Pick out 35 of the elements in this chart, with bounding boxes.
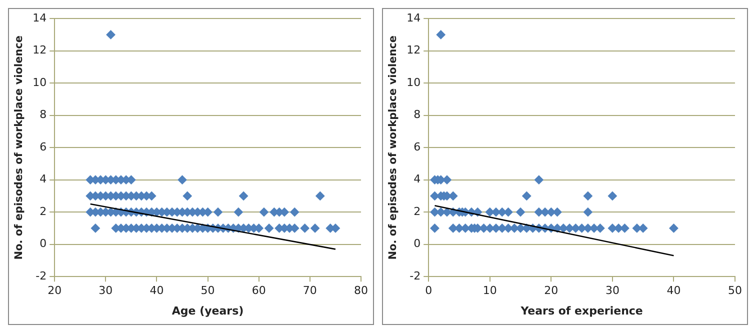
y-tick-label: 12	[406, 44, 421, 57]
x-tick-label: 10	[482, 284, 497, 298]
y-tick-label: 8	[414, 108, 421, 122]
y-tick-label: 0	[40, 237, 47, 250]
x-tick-label: 40	[150, 284, 164, 298]
y-tick-label: 14	[406, 11, 421, 24]
x-axis-title: Age (years)	[172, 304, 244, 318]
y-tick-label: 14	[32, 11, 47, 24]
y-tick-label: 2	[40, 204, 47, 218]
x-tick-label: 60	[252, 284, 266, 298]
x-tick-label: 0	[425, 284, 432, 298]
y-tick-label: 0	[414, 237, 421, 250]
y-tick-label: 10	[32, 76, 47, 89]
y-tick-label: 8	[40, 108, 47, 122]
x-tick-label: 30	[98, 284, 113, 298]
x-tick-label: 50	[200, 284, 215, 298]
x-tick-label: 20	[544, 284, 558, 298]
x-tick-label: 40	[666, 284, 681, 298]
x-axis-title: Years of experience	[520, 304, 643, 318]
y-tick-label: -2	[410, 269, 421, 282]
x-tick-label: 20	[48, 284, 62, 298]
y-tick-label: 4	[40, 172, 47, 186]
y-axis-title: No. of episodes of workplace violence	[387, 35, 400, 260]
y-tick-label: -2	[36, 269, 47, 282]
y-tick-label: 12	[32, 44, 47, 57]
x-tick-label: 70	[302, 284, 317, 298]
x-tick-label: 50	[728, 284, 742, 298]
y-tick-label: 2	[414, 204, 421, 218]
y-tick-label: 6	[414, 140, 421, 154]
y-tick-label: 6	[40, 140, 47, 154]
x-tick-label: 30	[605, 284, 620, 298]
y-axis-title: No. of episodes of workplace violence	[13, 35, 26, 260]
x-tick-label: 80	[354, 284, 368, 298]
y-tick-label: 10	[406, 76, 421, 89]
y-tick-label: 4	[414, 172, 421, 186]
